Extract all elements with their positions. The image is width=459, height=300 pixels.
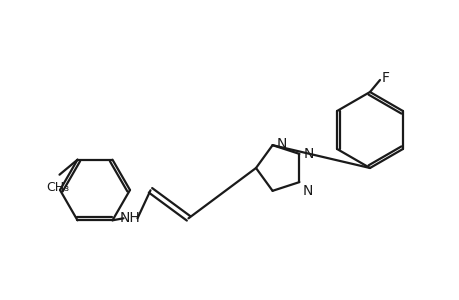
Text: N: N <box>302 184 312 198</box>
Text: N: N <box>276 137 286 151</box>
Text: N: N <box>303 147 313 161</box>
Text: NH: NH <box>120 211 140 225</box>
Text: CH₃: CH₃ <box>46 181 69 194</box>
Text: F: F <box>381 71 389 85</box>
